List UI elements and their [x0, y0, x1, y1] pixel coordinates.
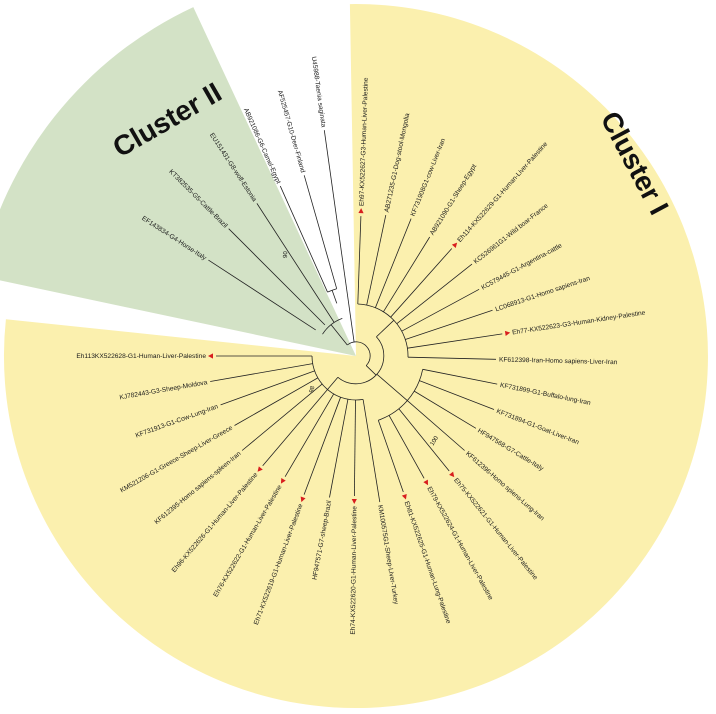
leaf-label-text: KF612398-Iran-Homo sapiens-Liver-Iran [499, 357, 618, 367]
branch-leaf-22 [284, 393, 335, 477]
clade-arc-1 [357, 303, 409, 358]
branch-leaf-13 [413, 390, 477, 429]
clade-stem-2 [376, 374, 408, 401]
branch-leaf-9 [407, 333, 503, 349]
cluster-two-stem [330, 324, 348, 346]
leaf-cluster-two-1: AF525457-G10-Deer-Finland [276, 90, 306, 174]
leaf-outgroup: U45988-Taenia saginata [310, 56, 327, 128]
cluster-one-sector [3, 4, 708, 709]
branch-leaf-14 [407, 400, 465, 451]
leaf-marker-triangle [300, 496, 306, 503]
branch-leaf-5 [390, 248, 453, 318]
branch-leaf-4 [383, 236, 431, 313]
support-value-cluster-two: 90 [283, 251, 289, 259]
branch-leaf-23 [262, 389, 328, 466]
c2-pair-stem [331, 290, 338, 304]
branch-c2-2 [279, 185, 328, 293]
leaf-cluster-one-1: Eh97-KX522627-G3-Human-Liver-Palestine [358, 77, 370, 214]
branch-leaf-10 [407, 356, 497, 360]
leaf-marker-triangle [208, 353, 213, 359]
leaf-label-text: Eh74-KX522620-G1-Human-Liver-Palestine [350, 506, 359, 635]
branch-leaf-2 [366, 215, 387, 306]
leaf-marker-triangle [449, 471, 455, 478]
support-value-cluster-one: 100 [430, 435, 441, 447]
branch-leaf-20 [329, 399, 349, 498]
leaf-cluster-one-28: Eh113KX522628-G1-Human-Liver-Palestine [76, 353, 213, 360]
leaf-label-text: Eh97-KX522627-G3-Human-Liver-Palestine [358, 77, 369, 206]
leaf-marker-triangle [423, 479, 429, 486]
leaf-marker-triangle [401, 493, 407, 500]
leaf-marker-triangle [358, 208, 364, 214]
branch-leaf-3 [375, 218, 412, 308]
leaf-cluster-one-10: KF612398-Iran-Homo sapiens-Liver-Iran [499, 357, 618, 367]
branch-c2-4 [228, 228, 326, 326]
branch-leaf-17 [377, 420, 404, 493]
leaf-marker-triangle [257, 466, 263, 472]
leaf-label-text: Eh113KX522628-G1-Human-Liver-Palestine [76, 353, 206, 360]
branch-leaf-26 [220, 370, 315, 406]
leaf-label-text: U45988-Taenia saginata [310, 56, 327, 128]
branch-leaf-19 [354, 399, 356, 497]
branch-c2-3 [256, 203, 335, 323]
branch-c2-1 [303, 175, 338, 289]
branch-leaf-24 [241, 383, 323, 451]
branch-c2-5 [208, 259, 316, 331]
branch-leaf-21 [303, 397, 341, 495]
branch-leaf-6 [396, 263, 473, 325]
branch-leaf-12 [419, 380, 495, 410]
branch-leaf-7 [401, 288, 480, 332]
root-arc [347, 341, 371, 366]
branch-leaf-16 [388, 415, 425, 479]
leaf-cluster-one-19: Eh74-KX522620-G1-Human-Liver-Palestine [350, 498, 359, 635]
branch-leaf-27 [210, 363, 313, 382]
branch-leaf-11 [422, 368, 498, 385]
branch-leaf-15 [398, 408, 450, 472]
branch-leaf-8 [405, 309, 493, 340]
branch-leaf-25 [234, 377, 318, 426]
leaf-marker-triangle [451, 242, 458, 249]
support-value-inner: 98 [309, 385, 316, 393]
branch-leaf-18 [362, 399, 381, 503]
branch-leaf-1 [357, 216, 362, 305]
clade-stem-1 [376, 320, 395, 338]
leaf-marker-triangle [504, 330, 511, 336]
tree-branches [208, 130, 503, 503]
leaf-marker-triangle [280, 477, 286, 484]
branch-outgroup [323, 130, 355, 343]
leaf-marker-triangle [351, 498, 357, 504]
cluster-one-stem [365, 365, 377, 376]
leaf-label-text: AF525457-G10-Deer-Finland [276, 90, 306, 174]
clade-stem-3 [327, 377, 339, 390]
cluster-two-sector [0, 7, 356, 356]
